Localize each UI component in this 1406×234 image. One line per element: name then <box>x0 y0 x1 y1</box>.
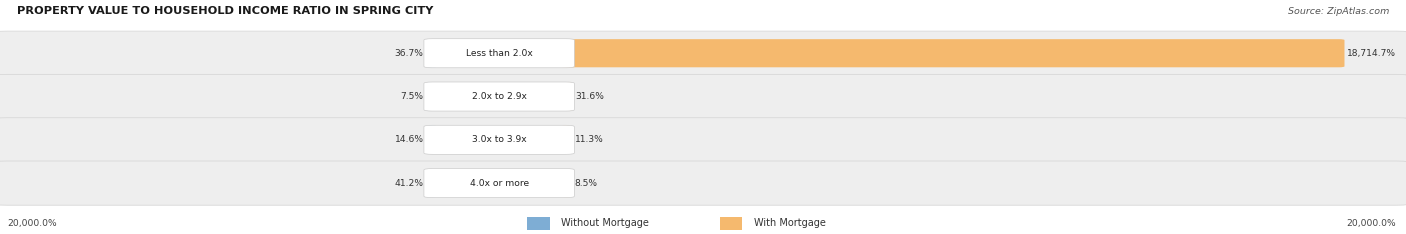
Text: Source: ZipAtlas.com: Source: ZipAtlas.com <box>1288 7 1389 16</box>
Text: 3.0x to 3.9x: 3.0x to 3.9x <box>472 135 526 144</box>
FancyBboxPatch shape <box>426 169 439 197</box>
FancyBboxPatch shape <box>0 118 1406 162</box>
Text: Less than 2.0x: Less than 2.0x <box>465 49 533 58</box>
Text: 11.3%: 11.3% <box>575 135 603 144</box>
FancyBboxPatch shape <box>0 161 1406 205</box>
FancyBboxPatch shape <box>425 125 575 154</box>
Text: 2.0x to 2.9x: 2.0x to 2.9x <box>471 92 527 101</box>
FancyBboxPatch shape <box>0 31 1406 75</box>
Text: With Mortgage: With Mortgage <box>754 219 825 228</box>
Text: 18,714.7%: 18,714.7% <box>1347 49 1396 58</box>
FancyBboxPatch shape <box>426 126 437 154</box>
FancyBboxPatch shape <box>560 82 572 111</box>
Text: 7.5%: 7.5% <box>401 92 423 101</box>
Text: 4.0x or more: 4.0x or more <box>470 179 529 188</box>
FancyBboxPatch shape <box>527 217 550 230</box>
Text: 36.7%: 36.7% <box>394 49 423 58</box>
FancyBboxPatch shape <box>560 169 572 197</box>
Text: 14.6%: 14.6% <box>395 135 423 144</box>
FancyBboxPatch shape <box>720 217 742 230</box>
Text: PROPERTY VALUE TO HOUSEHOLD INCOME RATIO IN SPRING CITY: PROPERTY VALUE TO HOUSEHOLD INCOME RATIO… <box>17 6 433 16</box>
FancyBboxPatch shape <box>0 74 1406 119</box>
Text: 20,000.0%: 20,000.0% <box>7 219 56 228</box>
FancyBboxPatch shape <box>426 39 439 67</box>
Text: 41.2%: 41.2% <box>394 179 423 188</box>
FancyBboxPatch shape <box>425 168 575 198</box>
FancyBboxPatch shape <box>425 39 575 68</box>
FancyBboxPatch shape <box>560 126 572 154</box>
FancyBboxPatch shape <box>560 39 1344 67</box>
Text: Without Mortgage: Without Mortgage <box>561 219 650 228</box>
FancyBboxPatch shape <box>425 82 575 111</box>
Text: 31.6%: 31.6% <box>575 92 605 101</box>
Text: 8.5%: 8.5% <box>575 179 598 188</box>
FancyBboxPatch shape <box>426 82 439 111</box>
Text: 20,000.0%: 20,000.0% <box>1347 219 1396 228</box>
